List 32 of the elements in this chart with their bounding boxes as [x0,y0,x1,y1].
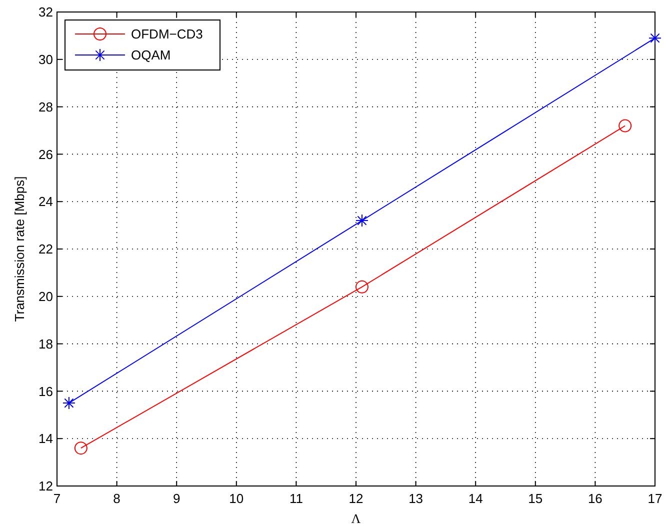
y-tick-label: 18 [38,336,53,352]
x-tick-label: 9 [172,491,180,506]
x-tick-label: 14 [468,491,483,506]
x-tick-label: 11 [289,491,303,506]
y-tick-label: 32 [38,4,53,20]
y-tick-label: 14 [38,431,53,446]
x-tick-label: 10 [229,491,244,506]
point [355,280,368,294]
point [648,32,662,45]
y-tick-label: 12 [38,478,53,494]
legend-label: OFDM−CD3 [131,26,203,42]
y-tick-label: 30 [38,52,53,67]
y-tick-label: 28 [38,99,53,114]
x-tick-label: 17 [648,491,662,506]
x-tick-label: 13 [408,491,424,506]
y-tick-label: 26 [38,146,53,162]
point [355,214,368,228]
y-tick-label: 20 [38,288,53,304]
y-tick-label: 24 [38,194,53,210]
point [74,442,88,455]
x-tick-label: 15 [528,491,543,506]
x-tick-label: 7 [53,491,61,506]
x-tick-label: 12 [348,491,364,506]
x-axis-title: Λ [351,511,362,526]
x-tick-label: 8 [113,491,120,506]
y-axis-title: Transmission rate [Mbps] [12,176,27,322]
point [618,119,632,132]
y-tick-label: 22 [38,242,53,257]
point [62,396,76,410]
legend-label: OQAM [131,48,171,63]
x-tick-label: 16 [588,491,602,506]
y-tick-label: 16 [38,384,53,399]
